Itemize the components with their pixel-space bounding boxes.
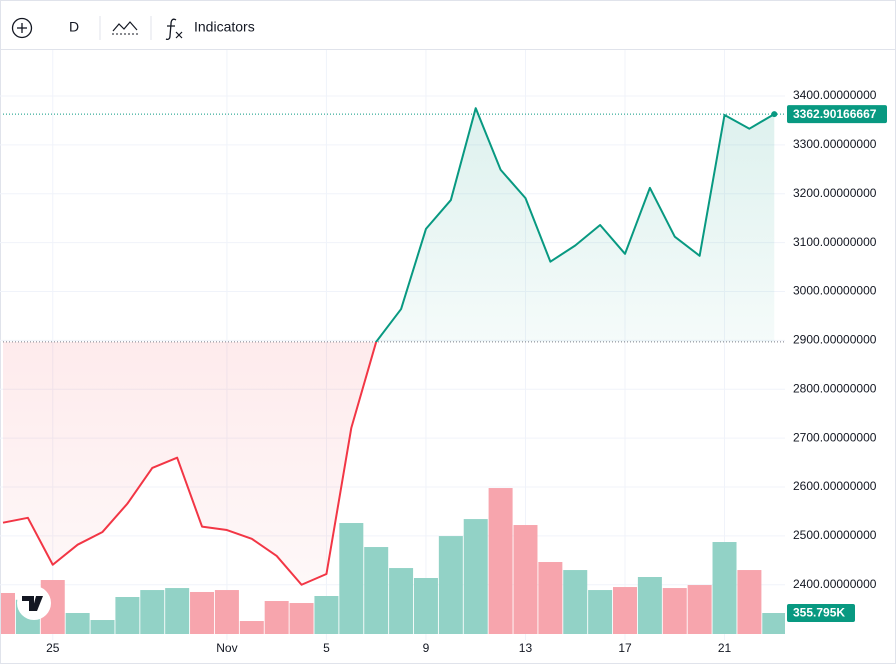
volume-bar — [90, 620, 115, 634]
y-tick-label: 3400.00000000 — [793, 88, 877, 102]
toolbar: D Indicators — [11, 16, 255, 41]
volume-bar — [413, 578, 438, 634]
last-price-badge — [787, 105, 887, 124]
volume-bar — [438, 536, 463, 634]
volume-bar — [1, 592, 15, 634]
y-tick-label: 2500.00000000 — [793, 528, 877, 542]
volume-bar — [637, 577, 662, 634]
add-button[interactable] — [11, 17, 33, 39]
plot-area — [1, 107, 785, 634]
indicators-label[interactable]: Indicators — [194, 19, 255, 35]
volume-bar — [687, 585, 712, 634]
volume-bar — [214, 590, 239, 634]
x-tick-label: Nov — [216, 641, 237, 655]
y-tick-label: 2700.00000000 — [793, 430, 877, 444]
x-tick-label: 17 — [618, 641, 632, 655]
y-tick-label: 3100.00000000 — [793, 235, 877, 249]
volume-bar — [314, 596, 339, 634]
last-volume-badge — [787, 604, 855, 623]
volume-bar — [712, 542, 737, 634]
y-tick-label: 2800.00000000 — [793, 381, 877, 395]
volume-bar — [65, 612, 90, 634]
volume-bar — [190, 591, 215, 634]
y-tick-label: 3000.00000000 — [793, 284, 877, 298]
volume-bar — [513, 525, 538, 634]
volume-bar — [165, 588, 190, 634]
volume-bar — [389, 568, 414, 634]
price-line — [2, 107, 775, 586]
y-tick-label: 3200.00000000 — [793, 186, 877, 200]
volume-bar — [463, 519, 488, 634]
volume-bar — [762, 613, 785, 634]
last-price-label: 3362.90166667 — [793, 107, 877, 121]
volume-bar — [662, 588, 687, 634]
price-axis: 2400.00000000 2500.00000000 2600.00000000 2… — [787, 88, 887, 623]
baseline-area — [3, 108, 775, 585]
volume-bar — [563, 570, 588, 634]
last-price-dot — [771, 111, 778, 118]
volume-bar — [737, 570, 762, 634]
volume-bar — [140, 590, 165, 634]
volume-bar — [613, 587, 637, 634]
volume-bar — [289, 603, 314, 634]
indicators-button[interactable]: Indicators — [165, 18, 255, 41]
last-volume-label: 355.795K — [793, 606, 845, 620]
volume-bar — [588, 590, 613, 634]
y-tick-label: 2400.00000000 — [793, 577, 877, 591]
x-tick-label: 5 — [323, 641, 330, 655]
x-tick-label: 25 — [46, 641, 60, 655]
volume-bar — [239, 621, 264, 634]
tradingview-logo — [17, 586, 51, 620]
volume-bar — [115, 597, 140, 634]
volume-bar — [339, 523, 364, 634]
volume-bar — [538, 562, 563, 634]
y-tick-label: 2900.00000000 — [793, 333, 877, 347]
volume-bar — [364, 547, 389, 634]
chart-type-button[interactable] — [112, 21, 138, 35]
y-tick-label: 3300.00000000 — [793, 137, 877, 151]
y-tick-label: 2600.00000000 — [793, 479, 877, 493]
x-tick-label: 21 — [718, 641, 732, 655]
volume-bar — [488, 488, 513, 634]
volume-bar — [264, 601, 289, 634]
interval-button[interactable]: D — [69, 19, 79, 35]
x-tick-label: 9 — [423, 641, 430, 655]
x-tick-label: 13 — [519, 641, 533, 655]
